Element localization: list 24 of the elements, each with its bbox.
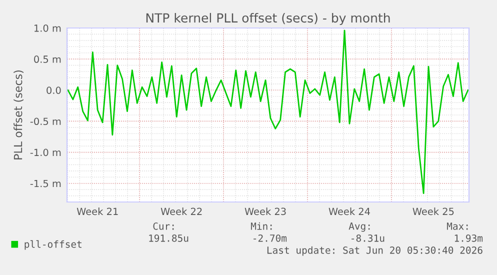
text: 1.93m [454, 234, 483, 242]
text: Last update: Sat Jun 20 05:30:40 2026 [267, 246, 482, 256]
y-tick-label: 1.0 m [34, 24, 61, 32]
legend-label: pll-offset [24, 240, 82, 250]
x-tick-label: Week 25 [412, 208, 454, 216]
x-tick-label: Week 21 [76, 208, 118, 216]
text: Max: [446, 222, 468, 230]
text: Min: [250, 222, 272, 230]
x-tick-label: Week 22 [160, 208, 202, 216]
chart-title: NTP kernel PLL offset (secs) - by month [146, 12, 390, 26]
y-tick-label: 0.0 [46, 86, 61, 94]
y-tick-label: 0.5 m [34, 56, 61, 63]
text: Cur: [153, 222, 174, 230]
y-tick-label: -1.5 m [30, 180, 61, 188]
x-tick-label: Week 24 [328, 208, 370, 216]
y-tick-label: -0.5 m [30, 118, 61, 126]
x-tick-label: Week 23 [244, 208, 286, 216]
text: -8.31u [352, 234, 384, 242]
text: 191.85u [149, 234, 188, 242]
text: -2.70m [254, 234, 287, 242]
y-tick-label: -1.0 m [30, 148, 61, 156]
line-series [67, 30, 469, 194]
y-axis-title: PLL offset (secs) [14, 70, 24, 160]
text: Avg: [348, 222, 370, 232]
